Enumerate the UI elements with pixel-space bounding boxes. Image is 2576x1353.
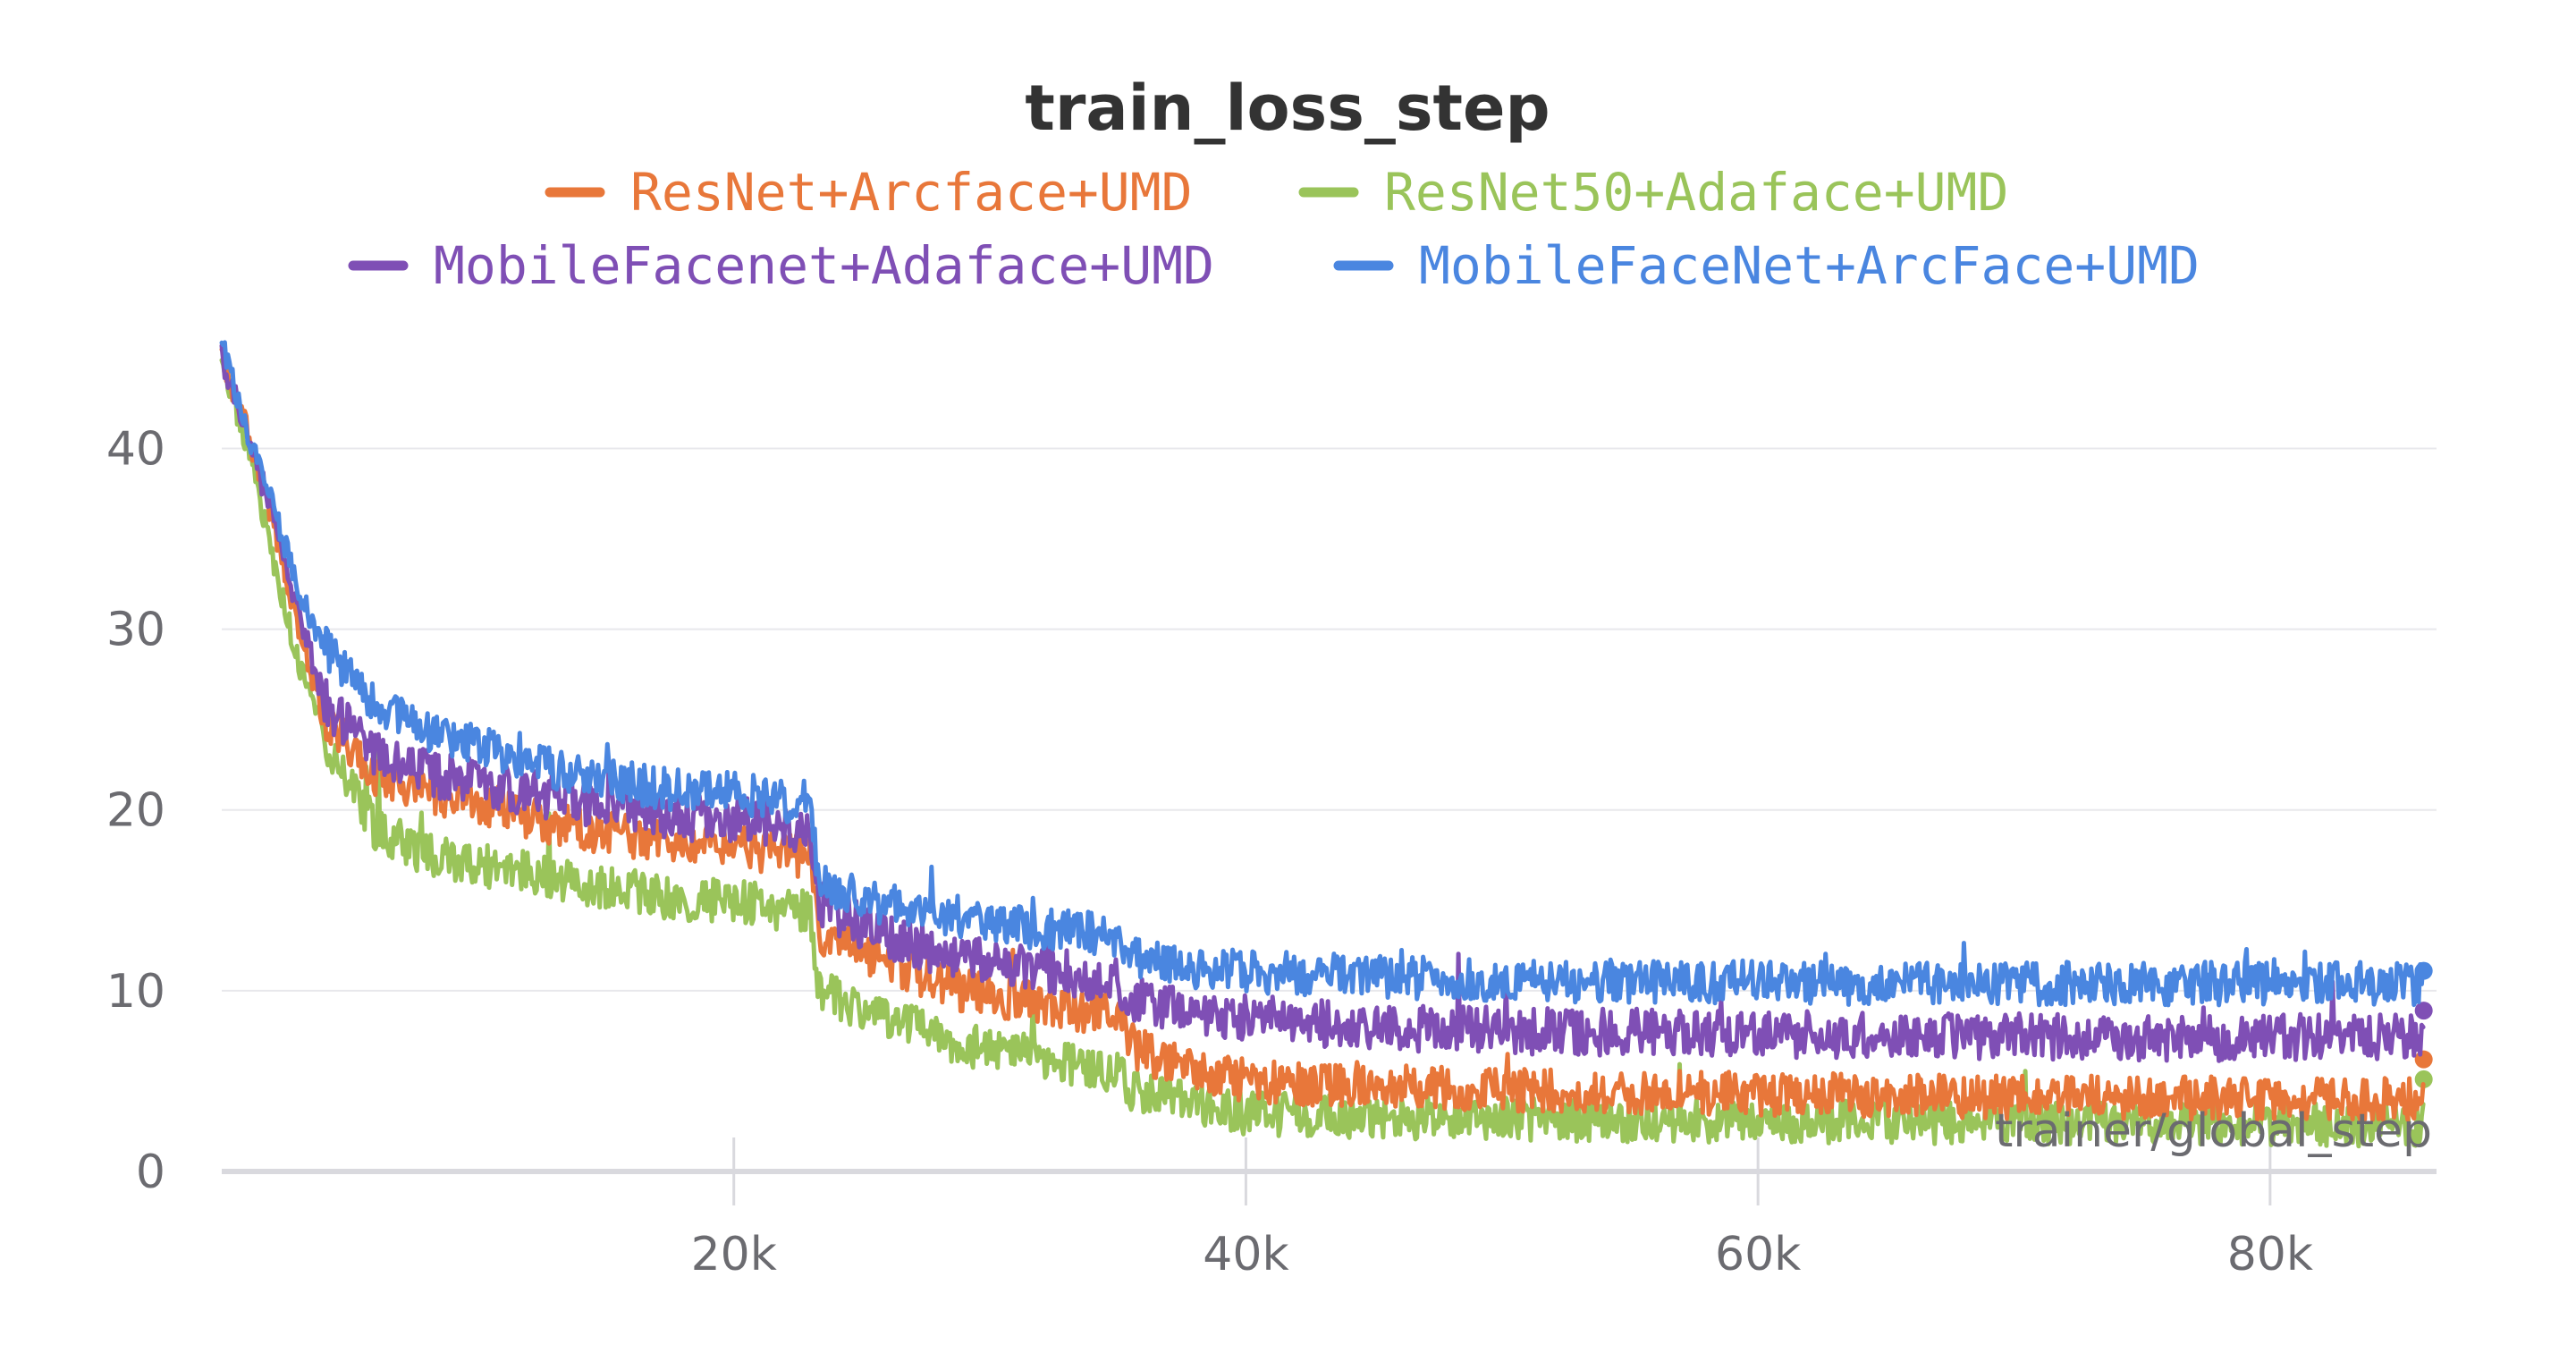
series-end-point bbox=[2414, 961, 2433, 980]
y-tick-label: 40 bbox=[106, 422, 165, 476]
grid bbox=[222, 447, 2437, 1174]
y-tick-label: 30 bbox=[106, 604, 165, 657]
series-line bbox=[219, 343, 2426, 1063]
y-axis-ticks: 0 10 20 30 40 bbox=[106, 422, 165, 1199]
series-group bbox=[219, 340, 2433, 1149]
legend: ResNet+Arcface+UMD ResNet50+Adaface+UMD Mo… bbox=[348, 162, 2200, 296]
series-line bbox=[219, 358, 2426, 1149]
x-tick-label: 80k bbox=[2227, 1228, 2313, 1281]
legend-label: ResNet+Arcface+UMD bbox=[630, 162, 1193, 223]
x-axis-ticks: 20k 40k 60k 80k bbox=[691, 1137, 2313, 1281]
legend-label: MobileFacenet+Adaface+UMD bbox=[434, 235, 1214, 296]
x-tick-label: 60k bbox=[1715, 1228, 1801, 1281]
y-tick-label: 20 bbox=[106, 784, 165, 838]
series-end-point bbox=[2414, 1070, 2433, 1088]
series-end-point bbox=[2414, 1050, 2433, 1069]
chart-title: train_loss_step bbox=[1025, 72, 1550, 145]
series-line bbox=[219, 347, 2426, 1122]
x-tick-label: 40k bbox=[1203, 1228, 1288, 1281]
legend-label: ResNet50+Adaface+UMD bbox=[1384, 162, 2008, 223]
legend-label: MobileFaceNet+ArcFace+UMD bbox=[1419, 235, 2200, 296]
x-axis-label: trainer/global_step bbox=[1995, 1104, 2432, 1158]
series-line bbox=[219, 340, 2426, 1008]
y-tick-label: 0 bbox=[136, 1146, 165, 1199]
y-tick-label: 10 bbox=[106, 965, 165, 1019]
x-tick-label: 20k bbox=[691, 1228, 777, 1281]
series-end-point bbox=[2414, 1002, 2433, 1020]
